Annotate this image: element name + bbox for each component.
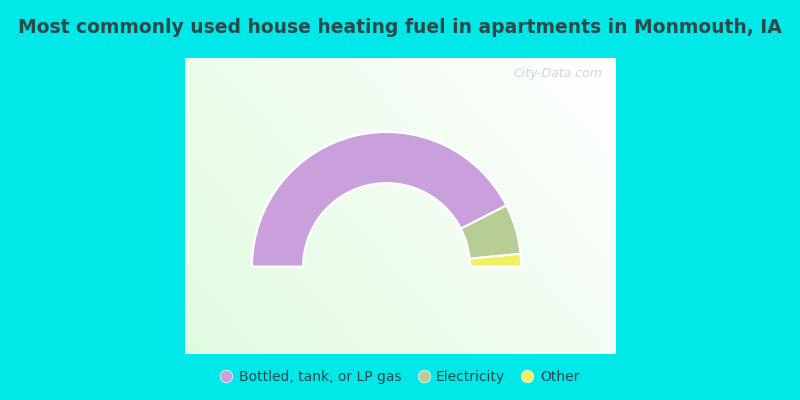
- Legend: Bottled, tank, or LP gas, Electricity, Other: Bottled, tank, or LP gas, Electricity, O…: [215, 364, 585, 390]
- Text: City-Data.com: City-Data.com: [514, 67, 602, 80]
- Wedge shape: [252, 132, 506, 266]
- Text: Most commonly used house heating fuel in apartments in Monmouth, IA: Most commonly used house heating fuel in…: [18, 18, 782, 37]
- Wedge shape: [470, 254, 521, 266]
- Wedge shape: [461, 206, 521, 259]
